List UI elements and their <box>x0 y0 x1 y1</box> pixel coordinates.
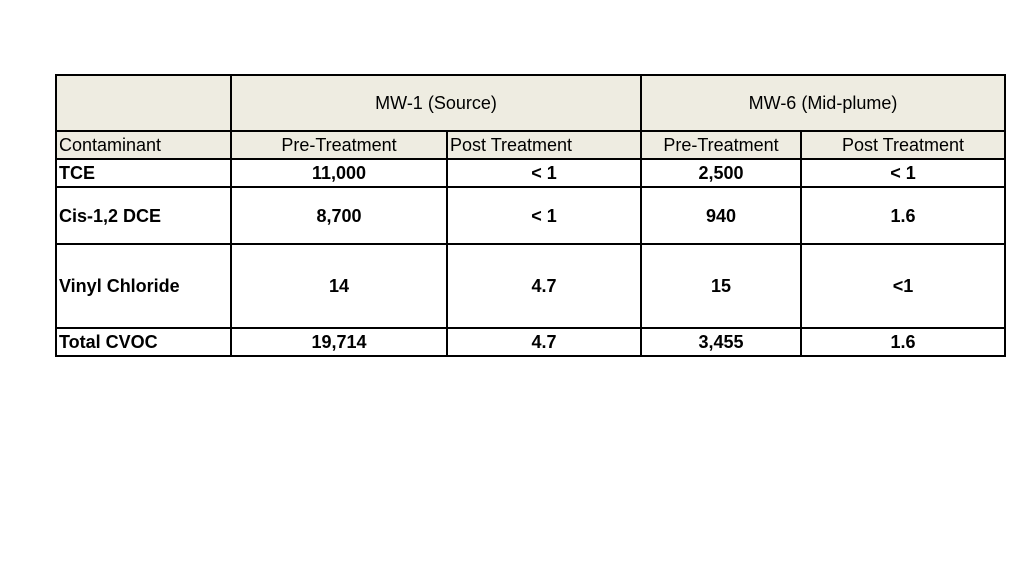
contaminant-name: Cis-1,2 DCE <box>55 186 232 245</box>
mw1-post-value: 4.7 <box>446 327 642 357</box>
mw1-pre-value: 14 <box>230 243 448 329</box>
well-group-header-row: MW-1 (Source) MW-6 (Mid-plume) <box>55 74 1006 132</box>
contaminant-results-table: MW-1 (Source) MW-6 (Mid-plume) Contamina… <box>55 74 1006 357</box>
column-header-row: Contaminant Pre-Treatment Post Treatment… <box>55 130 1006 160</box>
mw1-pre-value: 11,000 <box>230 158 448 188</box>
mw6-pre-value: 15 <box>640 243 802 329</box>
column-header-mw6-pre: Pre-Treatment <box>640 130 802 160</box>
mw1-post-value: < 1 <box>446 186 642 245</box>
mw6-post-value: <1 <box>800 243 1006 329</box>
group-header-mw6: MW-6 (Mid-plume) <box>640 74 1006 132</box>
mw1-pre-value: 8,700 <box>230 186 448 245</box>
mw1-post-value: 4.7 <box>446 243 642 329</box>
mw6-post-value: 1.6 <box>800 327 1006 357</box>
contaminant-name: TCE <box>55 158 232 188</box>
column-header-mw1-post: Post Treatment <box>446 130 642 160</box>
group-header-mw1: MW-1 (Source) <box>230 74 642 132</box>
contaminant-name: Vinyl Chloride <box>55 243 232 329</box>
mw6-post-value: < 1 <box>800 158 1006 188</box>
table-row: TCE 11,000 < 1 2,500 < 1 <box>55 158 1006 188</box>
mw1-pre-value: 19,714 <box>230 327 448 357</box>
mw6-pre-value: 940 <box>640 186 802 245</box>
table-row: Cis-1,2 DCE 8,700 < 1 940 1.6 <box>55 186 1006 245</box>
mw6-post-value: 1.6 <box>800 186 1006 245</box>
column-header-mw1-pre: Pre-Treatment <box>230 130 448 160</box>
mw6-pre-value: 3,455 <box>640 327 802 357</box>
table-row: Vinyl Chloride 14 4.7 15 <1 <box>55 243 1006 329</box>
mw1-post-value: < 1 <box>446 158 642 188</box>
column-header-mw6-post: Post Treatment <box>800 130 1006 160</box>
mw6-pre-value: 2,500 <box>640 158 802 188</box>
contaminant-name: Total CVOC <box>55 327 232 357</box>
column-header-contaminant: Contaminant <box>55 130 232 160</box>
corner-cell <box>55 74 232 132</box>
table-row-total: Total CVOC 19,714 4.7 3,455 1.6 <box>55 327 1006 357</box>
